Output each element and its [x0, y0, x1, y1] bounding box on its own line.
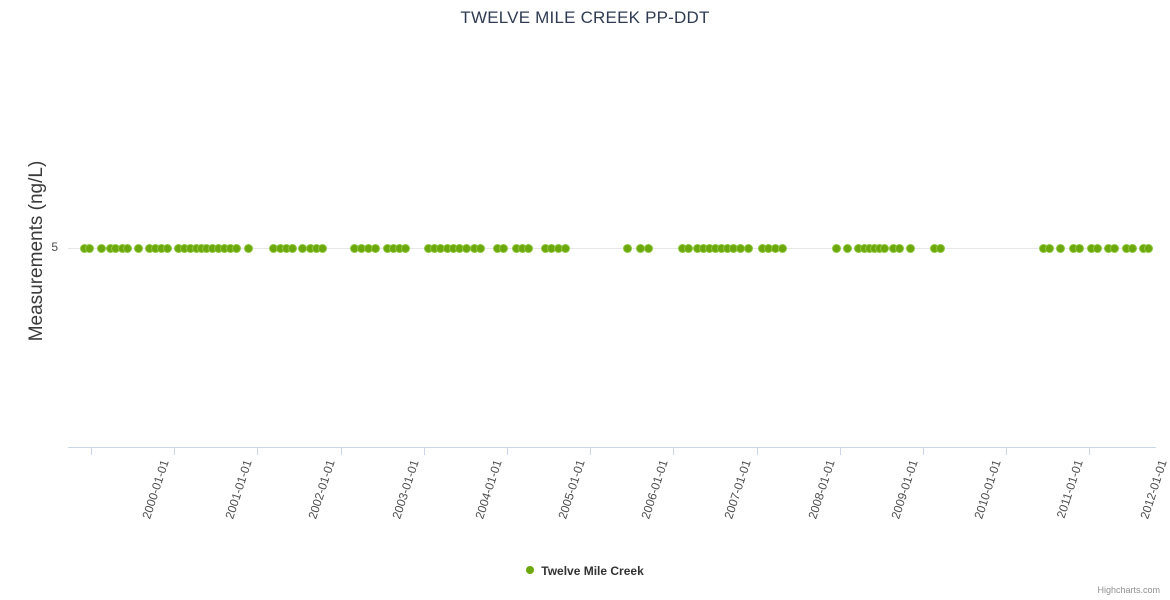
x-axis-tick — [840, 448, 841, 455]
legend-item-label: Twelve Mile Creek — [541, 563, 644, 578]
scatter-point[interactable] — [842, 243, 852, 253]
chart-legend: Twelve Mile Creek — [0, 563, 1170, 578]
scatter-point[interactable] — [84, 243, 94, 253]
scatter-point[interactable] — [475, 243, 485, 253]
scatter-point[interactable] — [1092, 243, 1102, 253]
scatter-point[interactable] — [498, 243, 508, 253]
x-axis-tick-label: 2005-01-01 — [555, 458, 588, 521]
x-axis-tick-label: 2012-01-01 — [1137, 458, 1170, 521]
scatter-point[interactable] — [96, 243, 106, 253]
x-axis-tick — [507, 448, 508, 455]
scatter-point[interactable] — [1074, 243, 1084, 253]
scatter-point[interactable] — [935, 243, 945, 253]
x-axis-tick-label: 2007-01-01 — [721, 458, 754, 521]
x-axis-tick — [91, 448, 92, 455]
scatter-point[interactable] — [1127, 243, 1137, 253]
legend-item-twelve-mile-creek[interactable]: Twelve Mile Creek — [526, 563, 644, 578]
scatter-point[interactable] — [400, 243, 410, 253]
x-axis-tick-label: 2000-01-01 — [139, 458, 172, 521]
y-axis-tick-label: 5 — [51, 240, 58, 254]
x-axis-tick — [673, 448, 674, 455]
x-axis-tick — [424, 448, 425, 455]
x-axis-tick-label: 2011-01-01 — [1053, 458, 1086, 520]
plot-area — [68, 45, 1153, 447]
scatter-point[interactable] — [831, 243, 841, 253]
scatter-point[interactable] — [370, 243, 380, 253]
x-axis-tick-label: 2002-01-01 — [305, 458, 338, 521]
scatter-point[interactable] — [523, 243, 533, 253]
x-axis-tick-label: 2006-01-01 — [638, 458, 671, 521]
x-axis-tick-label: 2008-01-01 — [805, 458, 838, 521]
x-axis-tick-label: 2004-01-01 — [472, 458, 505, 521]
scatter-point[interactable] — [879, 243, 889, 253]
highcharts-credits[interactable]: Highcharts.com — [1097, 585, 1160, 595]
scatter-point[interactable] — [243, 243, 253, 253]
scatter-point[interactable] — [1143, 243, 1153, 253]
chart-title: TWELVE MILE CREEK PP-DDT — [460, 8, 710, 27]
scatter-point[interactable] — [317, 243, 327, 253]
scatter-point[interactable] — [122, 243, 132, 253]
scatter-point[interactable] — [1109, 243, 1119, 253]
scatter-point[interactable] — [287, 243, 297, 253]
x-axis-tick — [341, 448, 342, 455]
x-axis-tick-label: 2009-01-01 — [888, 458, 921, 521]
scatter-point[interactable] — [622, 243, 632, 253]
x-axis-tick — [174, 448, 175, 455]
scatter-point[interactable] — [777, 243, 787, 253]
x-axis-tick-label: 2001-01-01 — [222, 458, 255, 521]
legend-marker-icon — [526, 565, 535, 574]
scatter-point[interactable] — [643, 243, 653, 253]
scatter-point[interactable] — [133, 243, 143, 253]
scatter-point[interactable] — [560, 243, 570, 253]
x-axis-tick — [1006, 448, 1007, 455]
gridline-y-5 — [68, 248, 1150, 249]
x-axis-tick — [923, 448, 924, 455]
x-axis-tick-label: 2003-01-01 — [389, 458, 422, 521]
scatter-point[interactable] — [162, 243, 172, 253]
scatter-point[interactable] — [743, 243, 753, 253]
x-axis-tick — [257, 448, 258, 455]
x-axis-tick — [590, 448, 591, 455]
x-axis-line — [68, 447, 1156, 448]
x-axis-tick-label: 2010-01-01 — [971, 458, 1004, 521]
x-axis-tick — [1089, 448, 1090, 455]
x-axis-tick — [757, 448, 758, 455]
scatter-point[interactable] — [905, 243, 915, 253]
scatter-point[interactable] — [1044, 243, 1054, 253]
scatter-point[interactable] — [231, 243, 241, 253]
scatter-point[interactable] — [683, 243, 693, 253]
scatter-point[interactable] — [1055, 243, 1065, 253]
scatter-point[interactable] — [894, 243, 904, 253]
